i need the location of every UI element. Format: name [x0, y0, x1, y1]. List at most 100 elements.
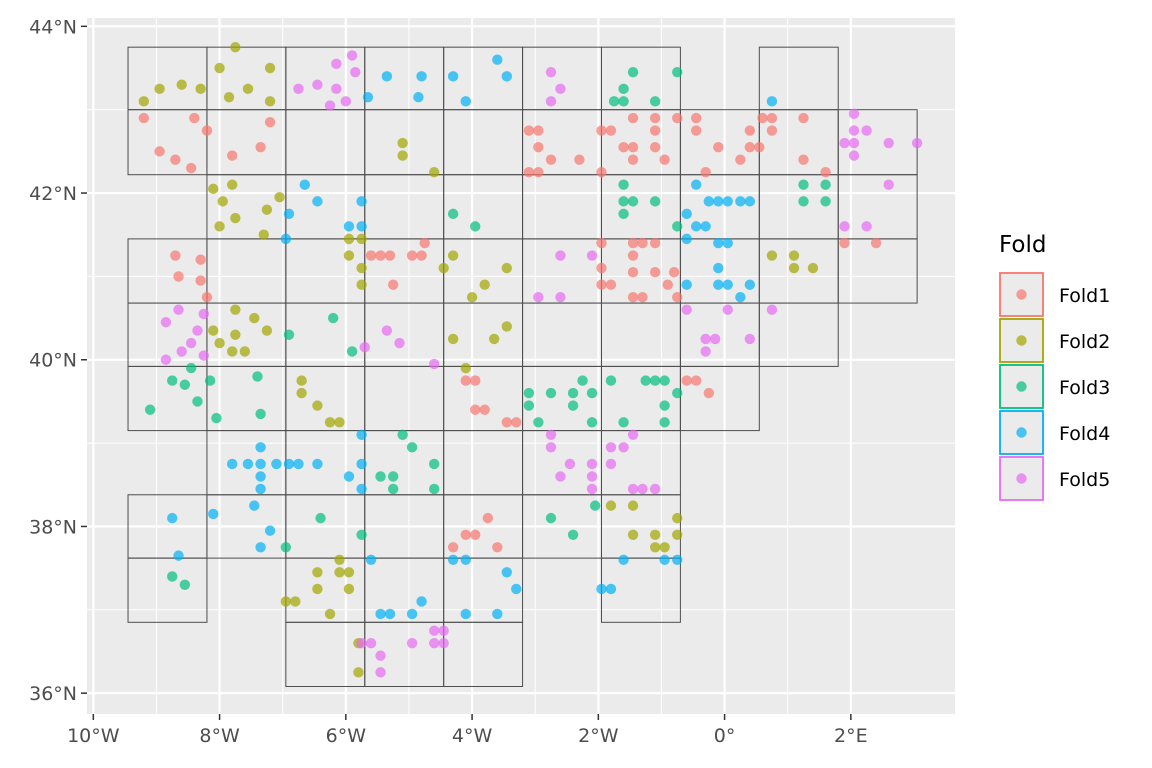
data-point	[324, 608, 336, 620]
data-point	[649, 196, 661, 207]
data-point	[511, 583, 522, 595]
data-point	[690, 179, 702, 190]
data-point	[198, 350, 209, 361]
data-point	[280, 542, 292, 553]
data-point	[523, 387, 535, 399]
data-point	[848, 108, 860, 120]
data-point	[690, 221, 702, 232]
data-point	[627, 237, 639, 249]
data-point	[744, 279, 756, 290]
data-point	[501, 417, 512, 428]
data-point	[375, 250, 386, 261]
data-point	[340, 96, 352, 107]
data-point	[640, 375, 651, 386]
x-tick-label: 8°W	[199, 725, 240, 747]
data-point	[608, 96, 620, 107]
data-point	[416, 71, 427, 82]
data-point	[387, 471, 399, 482]
data-point	[766, 125, 778, 136]
data-point	[627, 112, 639, 124]
data-point	[681, 375, 692, 386]
data-point	[586, 387, 598, 399]
data-point	[195, 275, 206, 286]
data-point	[672, 66, 683, 78]
data-point	[627, 267, 639, 278]
data-point	[189, 112, 200, 124]
data-point	[470, 375, 481, 386]
data-point	[672, 221, 683, 232]
data-point	[359, 342, 370, 353]
data-point	[798, 179, 809, 190]
data-point	[492, 542, 503, 553]
data-point	[605, 458, 617, 470]
data-point	[690, 112, 702, 124]
data-point	[605, 442, 617, 453]
spatial-blocks	[127, 46, 918, 687]
data-point	[230, 41, 241, 53]
data-point	[545, 442, 557, 453]
legend-item-fold1: Fold1	[999, 272, 1110, 317]
data-point	[839, 237, 850, 249]
data-point	[766, 112, 778, 124]
data-point	[722, 279, 733, 290]
data-point	[618, 96, 629, 107]
data-point	[416, 250, 427, 261]
data-point	[788, 262, 800, 274]
data-point	[255, 542, 266, 553]
data-point	[567, 529, 579, 540]
data-point	[343, 471, 355, 482]
data-point	[296, 387, 307, 399]
data-point	[605, 583, 617, 595]
data-point	[167, 512, 178, 524]
data-point	[271, 458, 282, 470]
spatial-block	[758, 302, 839, 367]
data-point	[208, 325, 219, 336]
data-point	[312, 458, 323, 470]
y-axis: 36°N 38°N 40°N 42°N 44°N	[29, 16, 87, 705]
data-point	[239, 346, 251, 357]
data-point	[649, 237, 661, 249]
data-point	[681, 233, 692, 245]
data-point	[533, 141, 544, 153]
data-point	[429, 167, 440, 178]
data-point	[170, 154, 181, 165]
data-point	[466, 292, 478, 303]
data-point	[144, 404, 156, 415]
data-point	[362, 91, 374, 103]
data-point	[709, 333, 721, 345]
spatial-block	[679, 365, 760, 432]
data-point	[185, 337, 197, 349]
data-point	[365, 637, 377, 649]
x-tick-label: 4°W	[452, 725, 493, 747]
data-point	[375, 650, 386, 661]
data-point	[343, 583, 355, 595]
data-point	[201, 125, 213, 136]
series-fold5	[160, 50, 923, 678]
data-point	[672, 512, 683, 524]
data-point	[406, 637, 418, 649]
data-point	[567, 387, 579, 399]
data-point	[596, 262, 607, 274]
legend: Fold Fold1 Fold2 Fold3 Fold4 Fold5	[999, 232, 1110, 501]
y-tick-label: 42°N	[29, 183, 77, 205]
data-point	[356, 262, 367, 274]
data-point	[596, 237, 607, 249]
series-fold1	[138, 112, 882, 553]
data-point	[381, 71, 393, 82]
data-point	[192, 396, 203, 407]
data-point	[293, 83, 304, 95]
legend-label: Fold2	[1059, 331, 1110, 353]
data-point	[713, 279, 724, 290]
data-point	[255, 458, 266, 470]
data-point	[343, 221, 355, 232]
data-point	[659, 417, 670, 428]
data-point	[757, 112, 768, 124]
data-point	[283, 329, 295, 340]
data-point	[255, 471, 266, 482]
data-point	[331, 58, 342, 70]
data-point	[545, 512, 557, 524]
data-point	[217, 196, 228, 207]
data-point	[627, 483, 639, 495]
data-point	[312, 196, 323, 207]
